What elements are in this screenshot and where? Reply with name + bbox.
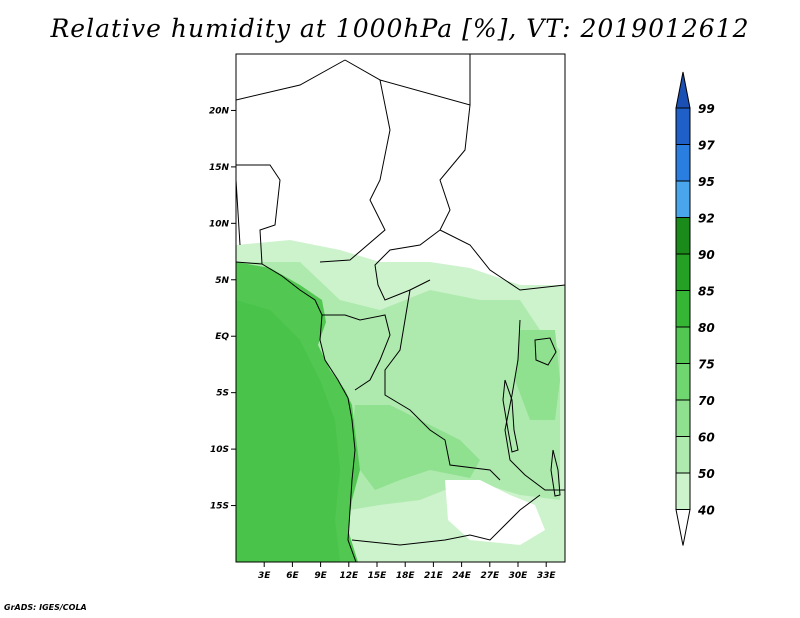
dry-area-south	[445, 480, 545, 545]
colorbar-label: 80	[698, 321, 715, 335]
colorbar-segment	[675, 472, 691, 510]
lon-tick-label: 6E	[286, 571, 299, 581]
colorbar-segment	[675, 144, 691, 182]
colorbar-label: 92	[698, 212, 715, 226]
colorbar-bottom-arrow	[675, 509, 691, 546]
lon-tick-label: 21E	[424, 571, 444, 581]
colorbar-label: 50	[698, 467, 715, 481]
colorbar-segment	[675, 326, 691, 364]
lake-malawi	[550, 449, 561, 497]
colorbar-segment	[675, 399, 691, 437]
humidity-area-lake-region	[515, 330, 560, 420]
lat-tick-label: 10N	[209, 219, 230, 229]
lon-tick-label: 27E	[480, 571, 500, 581]
lon-tick-label: 24E	[452, 571, 472, 581]
colorbar-label: 75	[698, 358, 715, 372]
colorbar-label: 85	[698, 285, 715, 299]
colorbar-label: 60	[698, 431, 715, 445]
colorbar-top-arrow	[675, 71, 691, 109]
lat-tick-label: 10S	[210, 445, 229, 455]
coastline	[236, 261, 357, 562]
lake-tanganyika	[502, 379, 519, 453]
colorbar-segment	[675, 107, 691, 145]
lon-tick-label: 30E	[509, 571, 529, 581]
colorbar-segment	[675, 180, 691, 218]
latitude-axis: 20N 15N 10N 5N EQ 5S 10S 15S	[209, 106, 236, 512]
lon-tick-label: 12E	[339, 571, 359, 581]
colorbar-label: 99	[698, 102, 715, 116]
lat-tick-label: 15N	[209, 163, 230, 173]
map-frame	[235, 53, 566, 563]
colorbar: 99 97 95 92 90 85 80 75 70 60 50 40	[675, 71, 715, 546]
map-title: Relative humidity at 1000hPa [%], VT: 20…	[50, 14, 750, 43]
colorbar-segment	[675, 290, 691, 328]
lon-tick-label: 33E	[537, 571, 557, 581]
grads-credit: GrADS: IGES/COLA	[4, 603, 87, 612]
colorbar-label: 95	[698, 175, 715, 189]
colorbar-segment	[675, 363, 691, 401]
colorbar-label: 70	[698, 394, 715, 408]
lat-tick-label: 5N	[215, 276, 229, 286]
colorbar-segment	[675, 253, 691, 291]
colorbar-label: 90	[698, 248, 715, 262]
colorbar-segment	[675, 217, 691, 255]
lat-tick-label: 20N	[209, 106, 230, 116]
longitude-axis: 3E 6E 9E 12E 15E 18E 21E 24E 27E 30E 33E	[258, 562, 556, 581]
lat-tick-label: 15S	[210, 502, 229, 512]
lat-tick-label: 5S	[216, 389, 229, 399]
lon-tick-label: 3E	[258, 571, 271, 581]
country-borders	[236, 54, 565, 562]
colorbar-segment	[675, 436, 691, 474]
colorbar-label: 40	[697, 504, 715, 518]
humidity-field	[236, 54, 565, 562]
humidity-area-angola	[352, 405, 480, 490]
border-lines	[236, 54, 565, 546]
lat-tick-label: EQ	[215, 332, 229, 342]
colorbar-label: 97	[698, 139, 715, 153]
humidity-area-atlantic-core	[236, 300, 340, 562]
lon-tick-label: 18E	[396, 571, 416, 581]
lon-tick-label: 15E	[368, 571, 388, 581]
lon-tick-label: 9E	[314, 571, 327, 581]
lake-victoria	[534, 337, 557, 366]
